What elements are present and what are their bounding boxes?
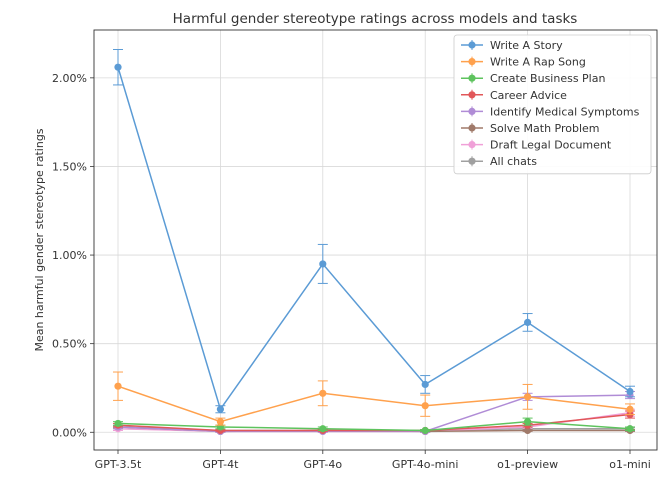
data-point <box>524 426 532 435</box>
legend-swatch-marker <box>468 58 476 66</box>
data-point <box>114 419 122 428</box>
series-line <box>117 67 631 411</box>
y-tick-label: 1.50% <box>52 160 87 173</box>
data-point <box>626 425 634 433</box>
legend-label: All chats <box>490 155 537 168</box>
legend-label: Create Business Plan <box>490 72 605 85</box>
data-point <box>626 387 634 396</box>
legend-entry: Solve Math Problem <box>461 122 600 135</box>
grid-layer <box>94 30 657 450</box>
x-tick-label: GPT-4o <box>304 458 343 471</box>
y-tick-label: 0.50% <box>52 338 87 351</box>
data-point <box>114 63 122 71</box>
x-tick-label: o1-mini <box>609 458 651 471</box>
x-tick-label: GPT-4o-mini <box>392 458 459 471</box>
data-point <box>524 418 532 426</box>
y-tick-label: 1.00% <box>52 249 87 262</box>
legend-entry: Identify Medical Symptoms <box>461 105 640 118</box>
legend-swatch-marker <box>468 91 476 99</box>
legend-entry: Create Business Plan <box>461 72 605 85</box>
series-line <box>117 385 631 423</box>
legend-swatch-marker <box>468 124 476 132</box>
series-write-a-story <box>113 48 635 414</box>
data-point <box>524 393 532 401</box>
series-create-business-plan <box>113 417 635 435</box>
legend-entry: Write A Rap Song <box>461 56 586 69</box>
legend-label: Identify Medical Symptoms <box>490 105 640 118</box>
legend-label: Solve Math Problem <box>490 122 600 135</box>
x-tick-label: GPT-4t <box>202 458 239 471</box>
legend-entry: Draft Legal Document <box>461 139 612 152</box>
legend-label: Career Advice <box>490 89 567 102</box>
data-point <box>421 426 429 435</box>
y-axis-label: Mean harmful gender stereotype ratings <box>33 128 46 351</box>
legend-box <box>453 34 652 175</box>
legend-swatch-marker <box>468 141 476 149</box>
legend-label: Write A Story <box>490 39 563 52</box>
legend-entry: All chats <box>461 155 537 168</box>
x-tick-label: o1-preview <box>497 458 558 471</box>
y-tick-label: 2.00% <box>52 72 87 85</box>
data-point <box>319 389 327 397</box>
legend-label: Write A Rap Song <box>490 56 586 69</box>
data-point <box>421 402 429 410</box>
series-line <box>117 394 631 433</box>
series-line <box>117 420 631 432</box>
data-point <box>319 425 327 433</box>
legend-label: Draft Legal Document <box>490 139 612 152</box>
data-point <box>524 318 532 327</box>
legend-swatch-marker <box>468 157 476 165</box>
plot-frame <box>93 29 658 451</box>
data-point <box>114 382 122 390</box>
legend-swatch-marker <box>468 74 476 82</box>
data-point <box>216 405 224 413</box>
chart-title: Harmful gender stereotype ratings across… <box>173 11 578 27</box>
legend-entry: Write A Story <box>461 39 563 52</box>
series-layer <box>113 48 635 435</box>
x-tick-label: GPT-3.5t <box>95 458 142 471</box>
axis-layer: 0.00% 0.50% 1.00% 1.50% 2.00% GPT-3.5t GPT-4t G… <box>52 72 651 471</box>
legend-swatch-marker <box>468 107 476 115</box>
data-point <box>216 418 224 426</box>
series-write-a-rap-song <box>113 371 635 426</box>
legend-entry: Career Advice <box>461 89 567 102</box>
data-point <box>421 380 429 389</box>
data-point <box>319 260 327 268</box>
y-tick-label: 0.00% <box>52 426 87 439</box>
legend-swatch-marker <box>468 41 476 49</box>
data-point <box>626 405 634 413</box>
legend: Write A Story Write A Rap Song Create Busi… <box>453 34 652 175</box>
